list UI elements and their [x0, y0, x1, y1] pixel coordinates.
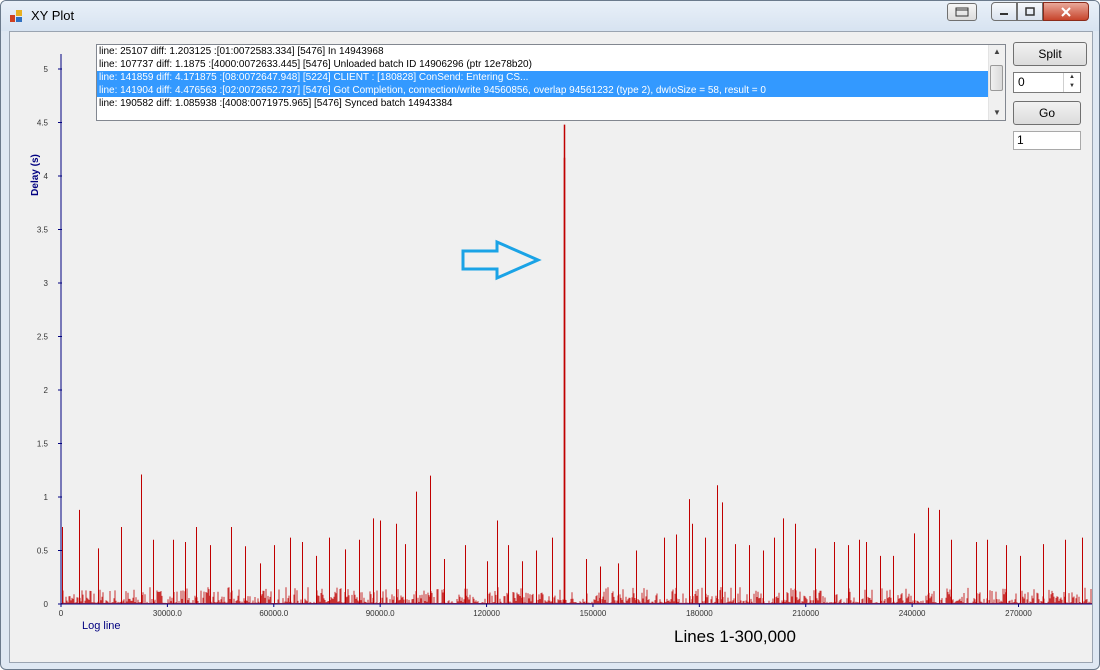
x-tick-label: 120000 [473, 609, 500, 618]
y-tick-label: 3.5 [37, 226, 49, 235]
minimize-button[interactable] [991, 2, 1017, 21]
close-icon [1061, 6, 1071, 17]
minimize-icon [1000, 12, 1008, 15]
window-title: XY Plot [31, 8, 75, 23]
client-area: 0 0.5 1 1.5 2 2.5 3 3.5 4 4.5 5 0 30000.0 60000.0 900… [9, 31, 1093, 663]
window-controls [991, 2, 1089, 22]
y-tick-label: 0 [44, 600, 49, 609]
x-tick-label: 90000.0 [366, 609, 395, 618]
go-button[interactable]: Go [1013, 101, 1081, 125]
y-axis-label: Delay (s) [30, 154, 41, 196]
y-tick-label: 1 [44, 493, 49, 502]
x-tick-label: 60000.0 [259, 609, 288, 618]
stepper-value: 0 [1018, 75, 1025, 89]
split-count-stepper[interactable]: 0 ▲ ▼ [1013, 72, 1081, 93]
x-tick-label: 210000 [792, 609, 819, 618]
screen-icon [955, 7, 969, 17]
log-line[interactable]: line: 141859 diff: 4.171875 :[08:0072647… [97, 71, 989, 84]
maximize-button[interactable] [1017, 2, 1043, 21]
y-tick-label: 4.5 [37, 119, 49, 128]
caption: Lines 1-300,000 [674, 627, 796, 646]
y-tick-label: 1.5 [37, 440, 49, 449]
log-listbox[interactable]: line: 25107 diff: 1.203125 :[01:0072583.… [96, 44, 1006, 121]
app-icon [10, 10, 22, 22]
maximize-icon [1025, 6, 1035, 16]
log-line[interactable]: line: 25107 diff: 1.203125 :[01:0072583.… [99, 46, 384, 57]
screen-icon-button[interactable] [947, 3, 977, 21]
baseline-noise [61, 587, 1092, 604]
split-button[interactable]: Split [1013, 42, 1087, 66]
y-tick-label: 0.5 [37, 547, 49, 556]
y-ticks: 0 0.5 1 1.5 2 2.5 3 3.5 4 4.5 5 [37, 65, 62, 609]
log-line[interactable]: line: 107737 diff: 1.1875 :[4000:0072633… [99, 59, 532, 70]
title-bar[interactable]: XY Plot [1, 1, 1099, 31]
x-tick-label: 0 [59, 609, 64, 618]
y-tick-label: 4 [44, 172, 49, 181]
y-tick-label: 3 [44, 279, 49, 288]
close-button[interactable] [1043, 2, 1089, 21]
arrow-icon [461, 239, 542, 281]
go-value-input[interactable]: 1 [1013, 131, 1081, 150]
x-tick-label: 270000 [1005, 609, 1032, 618]
data-series [61, 124, 1092, 604]
scroll-thumb[interactable] [990, 65, 1003, 91]
scroll-up-icon[interactable]: ▲ [993, 47, 1001, 56]
xy-plot[interactable]: 0 0.5 1 1.5 2 2.5 3 3.5 4 4.5 5 0 30000.0 60000.0 900… [10, 32, 1092, 662]
x-tick-label: 150000 [580, 609, 607, 618]
y-tick-label: 2.5 [37, 333, 49, 342]
stepper-down-icon[interactable]: ▼ [1069, 83, 1075, 89]
log-line[interactable]: line: 190582 diff: 1.085938 :[4008:00719… [99, 98, 453, 109]
y-tick-label: 2 [44, 386, 49, 395]
x-tick-label: 180000 [686, 609, 713, 618]
log-lines: line: 25107 diff: 1.203125 :[01:0072583.… [97, 45, 989, 120]
x-ticks: 0 30000.0 60000.0 90000.0 120000 150000 180000… [59, 604, 1032, 618]
x-tick-label: 30000.0 [153, 609, 182, 618]
scroll-down-icon[interactable]: ▼ [993, 108, 1001, 117]
x-axis-label: Log line [82, 620, 121, 632]
vertical-scrollbar[interactable]: ▲ ▼ [988, 45, 1005, 120]
x-tick-label: 240000 [899, 609, 926, 618]
stepper-up-icon[interactable]: ▲ [1069, 74, 1075, 80]
stepper-arrows[interactable]: ▲ ▼ [1063, 73, 1080, 92]
y-tick-label: 5 [44, 65, 49, 74]
log-line[interactable]: line: 141904 diff: 4.476563 :[02:0072652… [97, 84, 989, 97]
